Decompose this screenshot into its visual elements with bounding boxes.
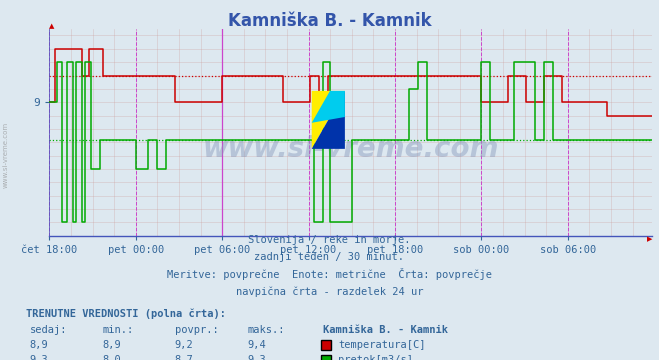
Text: 8,7: 8,7 xyxy=(175,355,193,360)
Text: 8,0: 8,0 xyxy=(102,355,121,360)
Text: www.si-vreme.com: www.si-vreme.com xyxy=(2,122,9,188)
Text: navpična črta - razdelek 24 ur: navpična črta - razdelek 24 ur xyxy=(236,286,423,297)
Text: min.:: min.: xyxy=(102,325,133,335)
Text: 8,9: 8,9 xyxy=(102,341,121,350)
Text: 9,3: 9,3 xyxy=(30,355,48,360)
Text: maks.:: maks.: xyxy=(247,325,285,335)
Text: pretok[m3/s]: pretok[m3/s] xyxy=(338,355,413,360)
Text: povpr.:: povpr.: xyxy=(175,325,218,335)
Text: www.si-vreme.com: www.si-vreme.com xyxy=(203,135,499,163)
Text: Kamniška B. - Kamnik: Kamniška B. - Kamnik xyxy=(323,325,448,335)
Polygon shape xyxy=(312,91,345,149)
Text: ▶: ▶ xyxy=(647,236,652,242)
Text: Meritve: povprečne  Enote: metrične  Črta: povprečje: Meritve: povprečne Enote: metrične Črta:… xyxy=(167,267,492,280)
Text: TRENUTNE VREDNOSTI (polna črta):: TRENUTNE VREDNOSTI (polna črta): xyxy=(26,309,226,319)
Text: 9,4: 9,4 xyxy=(247,341,266,350)
Text: 8,9: 8,9 xyxy=(30,341,48,350)
Text: Slovenija / reke in morje.: Slovenija / reke in morje. xyxy=(248,235,411,245)
Polygon shape xyxy=(312,91,345,149)
Text: 9,3: 9,3 xyxy=(247,355,266,360)
Text: 9,2: 9,2 xyxy=(175,341,193,350)
Text: sedaj:: sedaj: xyxy=(30,325,67,335)
Text: ▲: ▲ xyxy=(49,23,55,29)
Text: Kamniška B. - Kamnik: Kamniška B. - Kamnik xyxy=(228,12,431,30)
Text: zadnji teden / 30 minut.: zadnji teden / 30 minut. xyxy=(254,252,405,262)
Text: temperatura[C]: temperatura[C] xyxy=(338,341,426,350)
Polygon shape xyxy=(312,91,345,123)
